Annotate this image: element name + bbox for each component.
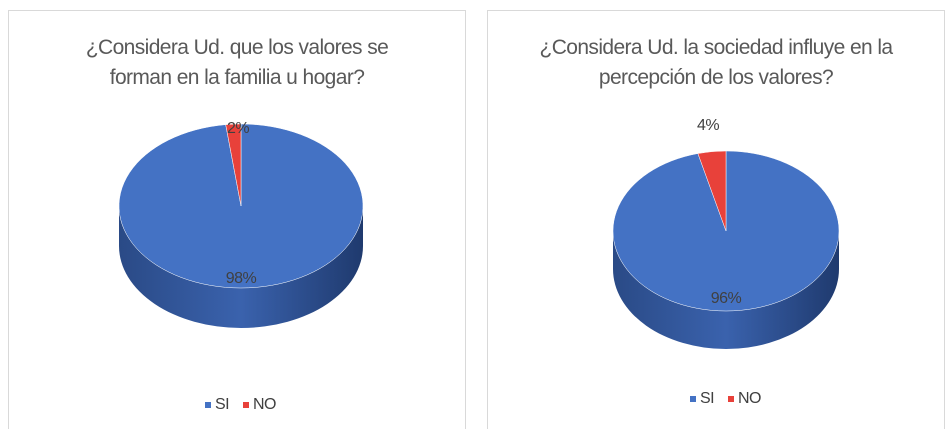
chart-panel: ¿Considera Ud. la sociedad influye en la…: [487, 10, 945, 429]
legend-swatch: [205, 402, 211, 408]
legend-swatch: [690, 396, 696, 402]
pie-side: [119, 206, 363, 328]
chart: 96% 4% SI NO: [612, 117, 840, 407]
chart-panel: ¿Considera Ud. que los valores se forman…: [8, 10, 466, 429]
legend-swatch: [728, 396, 734, 402]
chart-title: ¿Considera Ud. que los valores se forman…: [85, 36, 389, 89]
data-label: 2%: [227, 120, 249, 137]
pie-side: [613, 231, 839, 349]
pie-slice: [225, 123, 242, 207]
pie-slice: [697, 150, 727, 232]
legend-label: NO: [738, 390, 761, 407]
data-label: 96%: [711, 290, 742, 307]
chart: 98% 2% SI NO: [118, 120, 364, 413]
legend-swatch: [243, 402, 249, 408]
chart-title: ¿Considera Ud. la sociedad influye en la…: [539, 36, 893, 89]
data-label: 4%: [697, 117, 719, 134]
data-label: 98%: [226, 270, 257, 287]
legend-label: NO: [253, 396, 276, 413]
legend-label: SI: [700, 390, 714, 407]
legend-label: SI: [215, 396, 229, 413]
